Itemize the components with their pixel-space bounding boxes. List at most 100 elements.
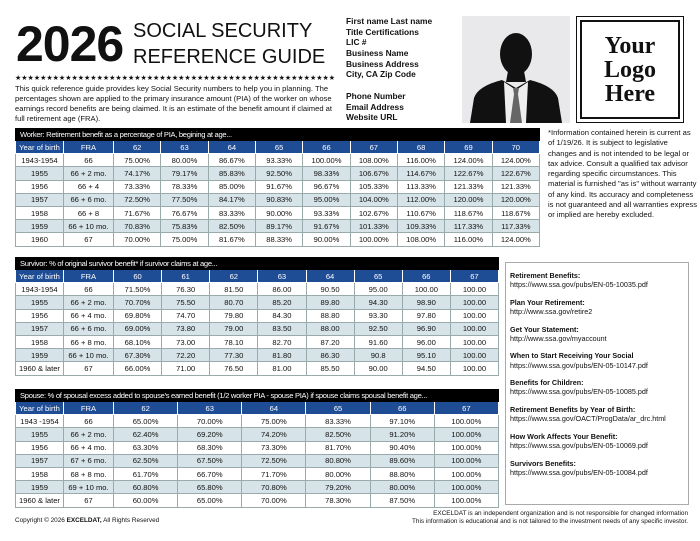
table-cell: 75.83% <box>160 219 209 234</box>
table-cell: 83.33% <box>305 414 371 429</box>
table-cell: 89.17% <box>254 219 304 234</box>
table-cell: 62.40% <box>112 427 179 442</box>
table-cell: 93.33% <box>302 205 351 221</box>
table-cell: 86.67% <box>207 153 256 168</box>
worker-table: Worker: Retirement benefit as a percenta… <box>15 128 541 247</box>
resource-url[interactable]: http://www.ssa.gov/retire2 <box>510 307 593 316</box>
column-header: Year of birth <box>15 139 64 155</box>
table-cell: 96.90 <box>401 321 451 336</box>
table-cell: 102.67% <box>349 205 398 221</box>
table-cell: 74.70 <box>161 308 211 323</box>
table-cell: 87.50% <box>369 493 435 508</box>
table-cell: 1959 <box>15 480 64 495</box>
column-header: 66 <box>401 268 451 284</box>
resource-url[interactable]: https://www.ssa.gov/pubs/EN-05-10085.pdf <box>510 387 648 397</box>
resource-link-item: Plan Your Retirement: http://www.ssa.gov/… <box>510 298 684 316</box>
table-cell: 94.50 <box>401 361 451 376</box>
guide-title-line2: REFERENCE GUIDE <box>133 46 326 68</box>
table-cell: 78.10 <box>209 334 259 350</box>
table-cell: 90.00% <box>302 232 351 247</box>
table-cell: 89.80 <box>305 295 355 310</box>
table-cell: 100.00 <box>449 321 500 336</box>
contact-line: Phone Number <box>346 90 406 101</box>
table-caption: Survivor: % of original survivor benefit… <box>15 257 499 270</box>
table-cell: 66 + 4 <box>63 179 114 194</box>
table-cell: 117.33% <box>491 219 541 234</box>
table-cell: 79.20% <box>305 480 371 495</box>
table-caption: Worker: Retirement benefit as a percenta… <box>15 128 540 141</box>
contact-line: Business Name <box>346 48 409 59</box>
table-cell: 68.30% <box>177 440 243 455</box>
table-cell: 89.60% <box>369 453 435 468</box>
resource-url[interactable]: https://www.ssa.gov/pubs/EN-05-10147.pdf <box>510 360 648 370</box>
resource-url[interactable]: https://www.ssa.gov/pubs/EN-05-10084.pdf <box>510 467 648 477</box>
table-cell: 81.70% <box>305 440 371 455</box>
table-cell: 72.50% <box>112 192 162 207</box>
table-header-row: Year of birth FRA 60 61 62 63 64 65 66 67 <box>15 268 500 284</box>
table-cell: 91.60 <box>353 334 403 350</box>
table-cell: 104.00% <box>349 192 398 207</box>
column-header: 62 <box>209 268 259 284</box>
table-cell: 70.70% <box>112 295 163 310</box>
table-cell: 1943 -1954 <box>15 414 64 429</box>
table-cell: 100.00% <box>433 427 500 442</box>
table-cell: 66 + 6 mo. <box>63 321 114 336</box>
resource-title: Get Your Statement: <box>510 324 579 334</box>
table-cell: 100.00% <box>433 440 500 455</box>
table-cell: 1955 <box>15 166 64 181</box>
table-cell: 75.50 <box>161 295 211 310</box>
table-cell: 100.00 <box>449 348 500 363</box>
table-cell: 116.00% <box>444 232 493 247</box>
table-cell: 84.30 <box>257 308 307 323</box>
table-caption-row: Survivor: % of original survivor benefit… <box>15 257 499 270</box>
table-cell: 95.00 <box>353 282 403 297</box>
table-cell: 81.00 <box>257 361 307 376</box>
copyright: Copyright © 2026 EXCELDAT, All Rights Re… <box>15 517 159 524</box>
table-cell: 72.20 <box>161 348 211 363</box>
table-cell: 1955 <box>15 427 64 442</box>
table-cell: 85.50 <box>305 361 355 376</box>
resource-title: Benefits for Children: <box>510 378 584 388</box>
table-cell: 81.67% <box>207 232 256 247</box>
table-cell: 101.33% <box>349 219 398 234</box>
table-cell: 79.80 <box>209 308 259 323</box>
column-header: 60 <box>112 268 163 284</box>
table-cell: 73.80 <box>161 321 211 336</box>
footer-note: EXCELDAT is an independent organization … <box>412 510 688 526</box>
table-cell: 74.17% <box>112 166 162 181</box>
logo-text: Here <box>604 80 656 107</box>
table-cell: 66 <box>63 282 114 297</box>
table-cell: 69.80% <box>112 308 163 323</box>
table-row: 1957 67 + 6 mo. 62.50% 67.50% 72.50% 80.80% 89… <box>15 453 500 468</box>
table-cell: 66 <box>63 414 114 429</box>
resource-link-item: When to Start Receiving Your Social https… <box>510 351 684 369</box>
star-divider: ★★★★★★★★★★★★★★★★★★★★★★★★★★★★★★★★★★★★★★★★… <box>15 75 336 82</box>
table-cell: 70.80% <box>241 480 307 495</box>
table-cell: 81.50 <box>209 282 259 297</box>
table-cell: 92.50 <box>353 321 403 336</box>
table-cell: 80.00% <box>369 480 435 495</box>
table-cell: 77.30 <box>209 348 259 363</box>
resource-title: Survivors Benefits: <box>510 458 576 468</box>
table-cell: 95.00% <box>302 192 351 207</box>
resource-url[interactable]: https://www.ssa.gov/pubs/EN-05-10035.pdf <box>510 280 648 290</box>
column-header: 69 <box>444 139 493 155</box>
contact-line: LIC # <box>346 37 367 48</box>
resource-url[interactable]: http://www.ssa.gov/myaccount <box>510 333 607 343</box>
table-cell: 93.33% <box>254 153 304 168</box>
column-header: FRA <box>63 139 114 155</box>
table-cell: 91.67% <box>254 179 304 194</box>
table-cell: 76.50 <box>209 361 259 376</box>
table-cell: 100.00 <box>449 295 500 310</box>
table-cell: 66 + 8 <box>63 205 114 221</box>
resource-url[interactable]: https://www.ssa.gov/OACT/ProgData/ar_drc… <box>510 414 666 424</box>
table-cell: 110.67% <box>396 205 446 221</box>
table-cell: 1958 <box>15 466 64 482</box>
resource-url[interactable]: https://www.ssa.gov/pubs/EN-05-10069.pdf <box>510 440 648 450</box>
table-cell: 85.00% <box>207 179 256 194</box>
table-cell: 106.67% <box>349 166 398 181</box>
resource-link-item: Get Your Statement: http://www.ssa.gov/my… <box>510 325 684 343</box>
table-cell: 65.00% <box>177 493 243 508</box>
resource-link-item: Retirement Benefits by Year of Birth: htt… <box>510 405 684 423</box>
table-cell: 66.70% <box>177 466 243 482</box>
